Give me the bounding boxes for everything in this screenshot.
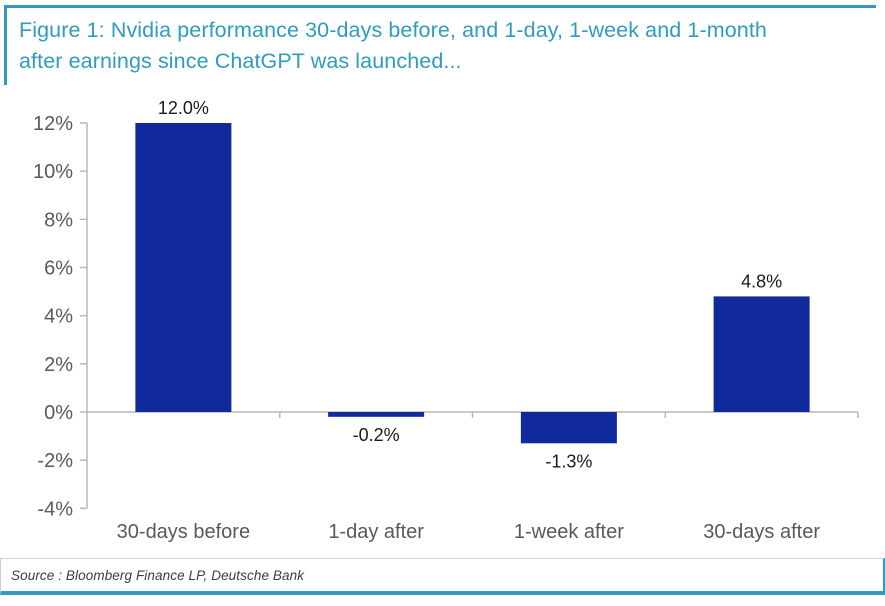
y-axis-tick-label: -2%: [37, 450, 73, 472]
y-axis-tick-label: 8%: [44, 209, 73, 231]
figure-title-line1: Figure 1: Nvidia performance 30-days bef…: [19, 18, 767, 42]
bar: [713, 296, 810, 412]
bar: [328, 412, 425, 417]
y-axis-tick-label: 12%: [33, 113, 73, 135]
source-text: Source : Bloomberg Finance LP, Deutsche …: [11, 567, 305, 583]
bar-value-label: -0.2%: [353, 425, 400, 445]
y-axis-tick-label: 10%: [33, 161, 73, 183]
y-axis-tick-label: 6%: [44, 258, 73, 280]
x-axis-category-label: 30-days before: [117, 521, 250, 543]
y-axis-tick-label: 0%: [44, 402, 73, 424]
x-axis-category-label: 30-days after: [703, 521, 820, 543]
bar: [135, 123, 232, 412]
figure-title-line2: after earnings since ChatGPT was launche…: [19, 49, 462, 73]
x-axis-category-label: 1-week after: [514, 521, 624, 543]
figure-title: Figure 1: Nvidia performance 30-days bef…: [4, 5, 876, 85]
bar: [520, 412, 617, 444]
bar-chart: 12% 10% 8% 6% 4% 2% 0% -2% -4% 12.0% 30-days befor…: [33, 98, 859, 543]
y-axis-tick-label: 4%: [44, 306, 73, 328]
bar-value-label: 12.0%: [158, 98, 209, 118]
y-axis-tick-label: -4%: [37, 498, 73, 520]
bar-value-label: 4.8%: [741, 271, 782, 291]
bar-value-label: -1.3%: [545, 451, 592, 471]
y-axis-tick-label: 2%: [44, 354, 73, 376]
x-axis-category-label: 1-day after: [328, 521, 424, 543]
source-strip: Source : Bloomberg Finance LP, Deutsche …: [0, 558, 885, 595]
